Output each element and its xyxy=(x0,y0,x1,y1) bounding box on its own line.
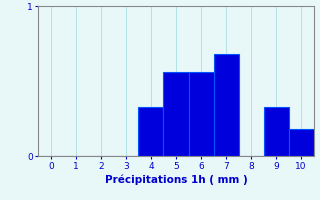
Bar xyxy=(164,72,188,156)
X-axis label: Précipitations 1h ( mm ): Précipitations 1h ( mm ) xyxy=(105,175,247,185)
Bar xyxy=(188,72,213,156)
Bar xyxy=(289,129,314,156)
Bar xyxy=(139,106,164,156)
Bar xyxy=(264,106,289,156)
Bar xyxy=(213,54,238,156)
